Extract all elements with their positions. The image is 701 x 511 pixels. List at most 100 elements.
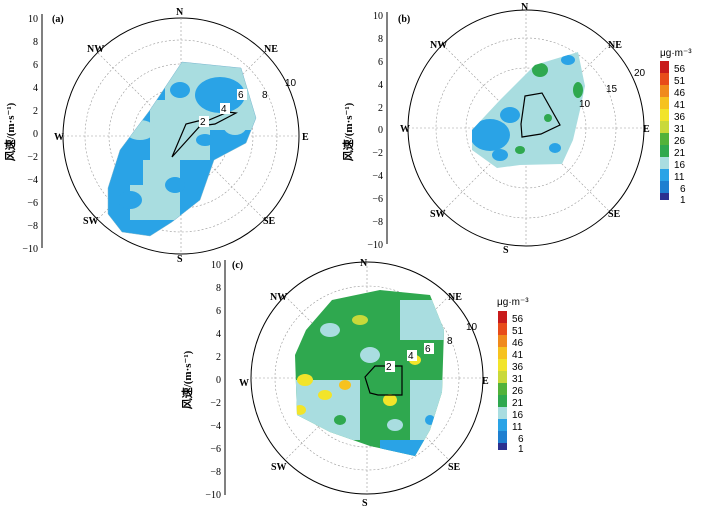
colorbar-swatch	[660, 133, 669, 145]
colorbar-swatch	[498, 335, 507, 347]
panel-b-ytick: −2	[372, 148, 383, 159]
panel-b-ytick: −4	[372, 171, 383, 182]
panel-b-dir-se: SE	[608, 209, 621, 220]
colorbar-swatch	[660, 145, 669, 157]
colorbar-swatch	[498, 443, 507, 450]
colorbar-swatch	[498, 395, 507, 407]
panel-c-ytick: 8	[216, 283, 221, 294]
panel-b-dir-nw: NW	[430, 40, 447, 51]
colorbar-level: 26	[512, 386, 524, 397]
colorbar-level: 31	[674, 124, 686, 135]
panel-a-ring-label: 6	[238, 90, 244, 101]
panel-a-dir-nw: NW	[87, 44, 104, 55]
colorbar-level: 51	[512, 326, 524, 337]
panel-a-dir-w: W	[54, 132, 64, 143]
panel-c-ytick: −2	[210, 398, 221, 409]
panel-a-dir-sw: SW	[83, 216, 99, 227]
panel-a-heatmap	[108, 62, 256, 236]
panel-b-colorbar-unit: μg·m⁻³	[660, 48, 692, 59]
colorbar-swatch	[660, 121, 669, 133]
panel-c-ytick: −4	[210, 421, 221, 432]
panel-a-ytick: 0	[33, 129, 38, 140]
panel-c-ring-label: 2	[386, 362, 392, 373]
panel-b-ytick: −8	[372, 217, 383, 228]
panel-b-source-outline	[520, 92, 561, 138]
panel-c-dir-sw: SW	[271, 462, 287, 473]
colorbar-level: 11	[512, 422, 523, 433]
panel-a-dir-ne: NE	[264, 44, 278, 55]
panel-c-source-outline	[364, 365, 403, 396]
panel-c-ring-label: 4	[408, 351, 414, 362]
panel-a-ytick: 8	[33, 37, 38, 48]
panel-c-dir-e: E	[482, 376, 489, 387]
panel-b-dir-w: W	[400, 124, 410, 135]
panel-b-dir-s: S	[503, 245, 509, 256]
panel-c-dir-w: W	[239, 378, 249, 389]
colorbar-level: 36	[512, 362, 524, 373]
panel-b-ytick: −6	[372, 194, 383, 205]
panel-b-ytick: 8	[378, 34, 383, 45]
panel-b-label: (b)	[398, 14, 410, 25]
panel-b-ytick: 2	[378, 103, 383, 114]
panel-c-dir-s: S	[362, 498, 368, 509]
panel-a-ytick: −4	[27, 175, 38, 186]
panel-c-label: (c)	[232, 260, 243, 271]
colorbar-level: 1	[680, 195, 686, 206]
panel-a-ring-label: 2	[200, 117, 206, 128]
colorbar-level: 36	[674, 112, 686, 123]
colorbar-swatch	[660, 157, 669, 169]
panel-b-ytick: 4	[378, 80, 383, 91]
panel-a-ring-label: 8	[262, 90, 268, 101]
colorbar-swatch	[498, 311, 507, 323]
colorbar-level: 6	[518, 434, 524, 445]
panel-b-ring-labels: 10 15 20	[579, 68, 646, 110]
colorbar-level: 16	[674, 160, 686, 171]
colorbar-swatch	[660, 61, 669, 73]
colorbar-level: 21	[674, 148, 686, 159]
panel-c-dir-ne: NE	[448, 292, 462, 303]
panel-a-dir-s: S	[177, 254, 183, 265]
panel-a-y-ticks: 10 8 6 4 2 0 −2 −4 −6 −8 −10	[22, 14, 38, 255]
colorbar-swatch	[498, 323, 507, 335]
panel-c-ytick: −8	[210, 467, 221, 478]
colorbar-swatch	[660, 169, 669, 181]
panel-c: (c) 10 8 6 4 2 0 −2 −4 −6 −8 −10 风速/(m·s…	[180, 258, 529, 509]
colorbar-level: 31	[512, 374, 524, 385]
panel-c-colorbar: μg·m⁻³ 56 51 46 41 36 31 26 21 16 11 6 1	[497, 297, 529, 455]
colorbar-level: 11	[674, 172, 685, 183]
panel-a-ytick: −6	[27, 198, 38, 209]
panel-c-ring-label: 10	[466, 322, 478, 333]
panel-a-ring-label: 10	[285, 78, 297, 89]
panel-b-ytick: −10	[367, 240, 383, 251]
colorbar-swatch	[660, 97, 669, 109]
panel-c-ytick: −6	[210, 444, 221, 455]
colorbar-level: 46	[512, 338, 524, 349]
panel-a-dir-e: E	[302, 132, 309, 143]
colorbar-swatch	[498, 347, 507, 359]
colorbar-level: 21	[512, 398, 524, 409]
colorbar-level: 41	[674, 100, 686, 111]
panel-c-ytick: 0	[216, 375, 221, 386]
panel-b-dir-ne: NE	[608, 40, 622, 51]
panel-b-heatmap	[472, 52, 585, 168]
panel-b-ytick: 10	[373, 11, 383, 22]
panel-c-ylabel: 风速/(m·s⁻¹)	[180, 350, 194, 409]
colorbar-swatch	[498, 383, 507, 395]
panel-b-ring-label: 15	[606, 84, 618, 95]
panel-a-data-boundary	[107, 61, 257, 237]
panel-c-ytick: −10	[205, 490, 221, 501]
colorbar-level: 51	[674, 76, 686, 87]
colorbar-level: 1	[518, 444, 524, 455]
panel-a-ytick: 2	[33, 106, 38, 117]
panel-a: (a) 10 8 6 4 2 0 −2 −4 −6 −8 −10 风速/(m·s…	[3, 7, 309, 265]
panel-a-ytick: 6	[33, 60, 38, 71]
colorbar-level: 56	[674, 64, 686, 75]
panel-a-ring-label: 4	[221, 104, 227, 115]
colorbar-level: 46	[674, 88, 686, 99]
panel-b-dir-e: E	[643, 124, 650, 135]
colorbar-swatch	[498, 419, 507, 431]
panel-b-dir-n: N	[521, 2, 529, 13]
panel-c-heatmap	[295, 290, 444, 456]
colorbar-swatch	[660, 193, 669, 200]
